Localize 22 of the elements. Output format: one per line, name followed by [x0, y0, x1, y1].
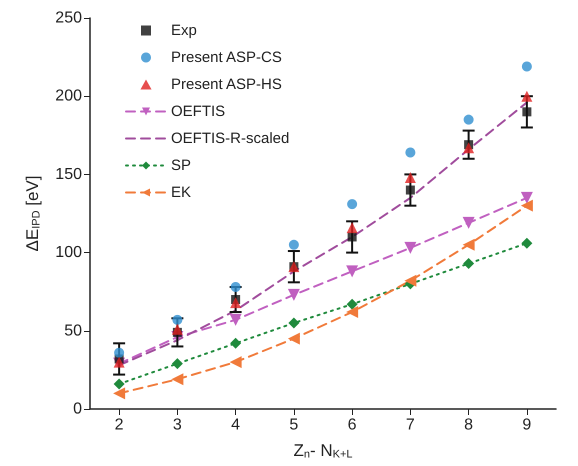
legend-label: OEFTIS-R-scaled: [171, 130, 290, 147]
x-tick-label: 8: [464, 416, 474, 434]
legend-label: Present ASP-CS: [171, 49, 282, 66]
x-tick-label: 9: [522, 416, 532, 434]
y-tick-label: 100: [55, 244, 82, 262]
legend-label: OEFTIS: [171, 103, 226, 120]
legend-label: Exp: [171, 22, 197, 39]
legend-label: SP: [171, 157, 192, 174]
x-tick-label: 6: [348, 416, 357, 434]
x-tick-label: 5: [289, 416, 298, 434]
y-axis-title: ΔEIPD [eV]: [23, 176, 42, 252]
legend-label: EK: [171, 184, 192, 201]
y-tick-label: 50: [64, 322, 82, 340]
x-tick-label: 7: [406, 416, 415, 434]
y-tick-label: 0: [73, 400, 82, 418]
x-tick-label: 2: [114, 416, 124, 434]
y-tick-label: 200: [55, 88, 82, 105]
y-tick-label: 150: [55, 166, 82, 183]
y-tick-label: 250: [55, 10, 82, 26]
legend-label: Present ASP-HS: [171, 76, 282, 93]
x-tick-label: 3: [172, 416, 182, 434]
x-tick-label: 4: [231, 416, 240, 434]
